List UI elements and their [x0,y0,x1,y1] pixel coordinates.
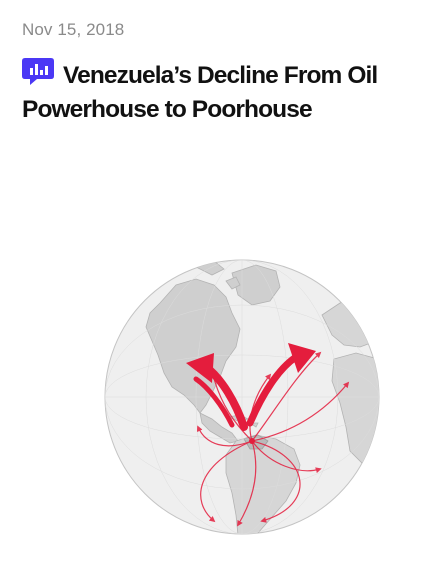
bar-chart-speech-bubble-icon [22,58,54,86]
article-headline-text: Venezuela’s Decline From Oil Powerhouse … [22,62,378,123]
minor-flow-lines [196,351,350,527]
greenland-landmass [231,264,281,306]
article-headline[interactable]: Venezuela’s Decline From Oil Powerhouse … [22,58,438,127]
major-flow-us [186,353,248,431]
central-america-landmass [199,412,239,444]
article-date: Nov 15, 2018 [22,20,125,39]
globe-trade-flows-map[interactable] [0,255,448,557]
south-america-landmass [225,434,301,534]
major-flow-europe [246,343,316,427]
graticule-lines [105,260,379,534]
venezuela-origin-dot [249,438,255,444]
